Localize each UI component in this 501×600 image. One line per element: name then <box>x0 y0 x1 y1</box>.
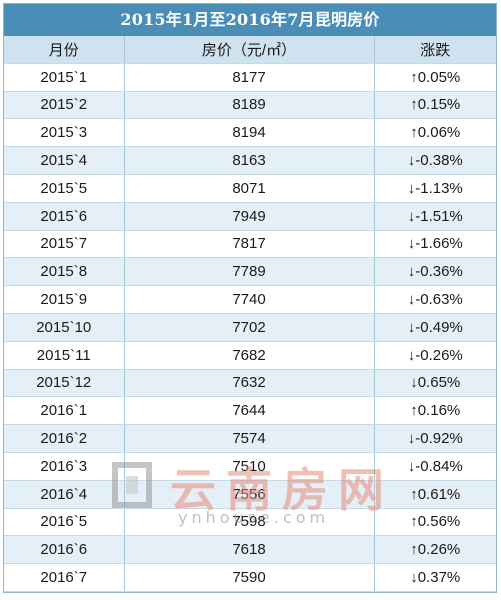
cell-change: ↓-1.51% <box>374 202 496 231</box>
cell-month: 2015`11 <box>4 341 125 370</box>
table-row: 2015`11 7682 ↓-0.26% <box>4 341 496 370</box>
cell-change: ↑0.06% <box>374 118 496 148</box>
cell-month: 2016`1 <box>4 396 125 426</box>
cell-price: 7632 <box>124 369 375 398</box>
cell-price: 7789 <box>124 257 375 287</box>
cell-price: 7644 <box>124 396 375 426</box>
cell-price: 7598 <box>124 508 375 537</box>
table-row: 2016`6 7618 ↑0.26% <box>4 535 496 565</box>
cell-month: 2015`10 <box>4 313 125 342</box>
header-row: 月份 房价（元/㎡） 涨跌 <box>4 36 496 64</box>
cell-price: 8177 <box>124 63 375 92</box>
table-row: 2016`1 7644 ↑0.16% <box>4 396 496 426</box>
cell-month: 2015`4 <box>4 146 125 175</box>
table-row: 2016`2 7574 ↓-0.92% <box>4 424 496 453</box>
cell-price: 7618 <box>124 535 375 565</box>
table-row: 2015`7 7817 ↓-1.66% <box>4 230 496 259</box>
table-row: 2015`3 8194 ↑0.06% <box>4 118 496 148</box>
cell-change: ↓-0.26% <box>374 341 496 370</box>
cell-price: 8163 <box>124 146 375 175</box>
cell-price: 8189 <box>124 91 375 120</box>
cell-month: 2016`4 <box>4 480 125 509</box>
cell-price: 7682 <box>124 341 375 370</box>
cell-month: 2015`9 <box>4 285 125 314</box>
cell-change: ↓-0.63% <box>374 285 496 314</box>
cell-change: ↓-0.49% <box>374 313 496 342</box>
table-row: 2015`2 8189 ↑0.15% <box>4 91 496 120</box>
cell-month: 2016`2 <box>4 424 125 453</box>
cell-change: ↑0.15% <box>374 91 496 120</box>
table-title: 2015年1月至2016年7月昆明房价 <box>4 4 496 36</box>
cell-change: ↓0.65% <box>374 369 496 398</box>
table-row: 2016`5 7598 ↑0.56% <box>4 508 496 537</box>
cell-change: ↓-0.38% <box>374 146 496 175</box>
cell-month: 2015`5 <box>4 174 125 203</box>
table-row: 2015`12 7632 ↓0.65% <box>4 369 496 398</box>
cell-month: 2015`2 <box>4 91 125 120</box>
table-row: 2015`6 7949 ↓-1.51% <box>4 202 496 231</box>
cell-month: 2016`3 <box>4 452 125 481</box>
cell-change: ↑0.61% <box>374 480 496 509</box>
table-row: 2015`1 8177 ↑0.05% <box>4 63 496 92</box>
cell-price: 7556 <box>124 480 375 509</box>
cell-month: 2015`6 <box>4 202 125 231</box>
cell-month: 2016`7 <box>4 563 125 592</box>
header-change: 涨跌 <box>374 36 496 64</box>
cell-month: 2016`6 <box>4 535 125 565</box>
cell-price: 8071 <box>124 174 375 203</box>
cell-month: 2015`7 <box>4 230 125 259</box>
table-row: 2015`10 7702 ↓-0.49% <box>4 313 496 342</box>
cell-price: 7702 <box>124 313 375 342</box>
table-row: 2015`4 8163 ↓-0.38% <box>4 146 496 175</box>
cell-change: ↓-0.36% <box>374 257 496 287</box>
cell-price: 7817 <box>124 230 375 259</box>
price-table-container: 2015年1月至2016年7月昆明房价 月份 房价（元/㎡） 涨跌 2015`1… <box>3 3 497 593</box>
table-row: 2016`7 7590 ↓0.37% <box>4 563 496 592</box>
cell-change: ↑0.16% <box>374 396 496 426</box>
cell-change: ↓0.37% <box>374 563 496 592</box>
cell-change: ↑0.05% <box>374 63 496 92</box>
table-row: 2015`5 8071 ↓-1.13% <box>4 174 496 203</box>
cell-month: 2015`3 <box>4 118 125 148</box>
cell-month: 2015`12 <box>4 369 125 398</box>
cell-price: 7949 <box>124 202 375 231</box>
header-month: 月份 <box>4 36 125 64</box>
cell-change: ↓-0.92% <box>374 424 496 453</box>
table-row: 2015`8 7789 ↓-0.36% <box>4 257 496 287</box>
cell-change: ↓-1.66% <box>374 230 496 259</box>
cell-change: ↓-0.84% <box>374 452 496 481</box>
cell-price: 7574 <box>124 424 375 453</box>
cell-change: ↓-1.13% <box>374 174 496 203</box>
cell-month: 2016`5 <box>4 508 125 537</box>
cell-change: ↑0.56% <box>374 508 496 537</box>
cell-month: 2015`8 <box>4 257 125 287</box>
cell-month: 2015`1 <box>4 63 125 92</box>
price-table: 月份 房价（元/㎡） 涨跌 2015`1 8177 ↑0.05% 2015`2 8189… <box>4 36 496 592</box>
cell-price: 7590 <box>124 563 375 592</box>
table-row: 2016`3 7510 ↓-0.84% <box>4 452 496 481</box>
cell-price: 8194 <box>124 118 375 148</box>
header-price: 房价（元/㎡） <box>124 36 375 64</box>
table-row: 2016`4 7556 ↑0.61% <box>4 480 496 509</box>
cell-price: 7510 <box>124 452 375 481</box>
cell-change: ↑0.26% <box>374 535 496 565</box>
table-row: 2015`9 7740 ↓-0.63% <box>4 285 496 314</box>
cell-price: 7740 <box>124 285 375 314</box>
